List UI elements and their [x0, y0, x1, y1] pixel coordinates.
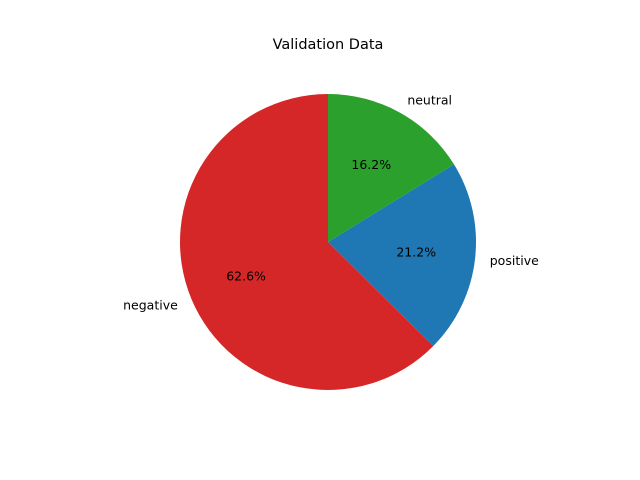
slice-pct-label-negative: 62.6% — [226, 269, 266, 284]
slice-label-positive: positive — [490, 253, 539, 268]
chart-title: Validation Data — [273, 37, 384, 53]
slice-pct-label-neutral: 16.2% — [351, 157, 391, 172]
slice-pct-label-positive: 21.2% — [396, 245, 436, 260]
slice-label-negative: negative — [123, 297, 178, 312]
pie-slice-neutral — [328, 94, 454, 242]
pie-slice-positive — [328, 164, 477, 346]
pie-slice-negative — [180, 94, 434, 390]
slice-label-neutral: neutral — [407, 92, 452, 107]
pie-group: negative 62.6% positive 21.2% neutral 16.2% — [123, 92, 539, 390]
